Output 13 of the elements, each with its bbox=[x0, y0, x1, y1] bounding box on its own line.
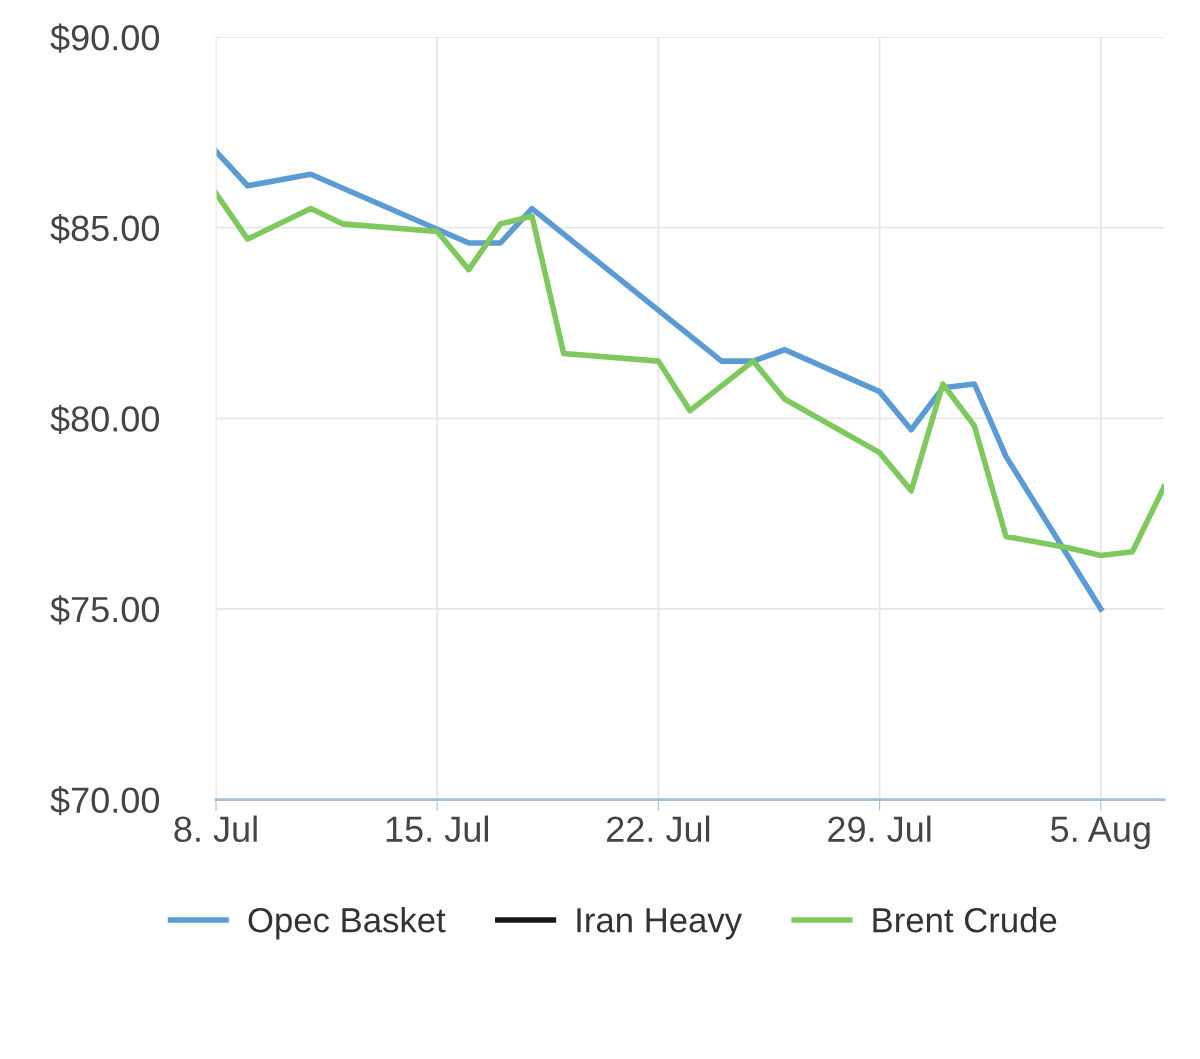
x-tick-label: 15. Jul bbox=[386, 815, 488, 843]
x-tick-label: 22. Jul bbox=[607, 815, 710, 843]
y-tick-label: $90.00 bbox=[50, 23, 160, 53]
y-tick-label: $85.00 bbox=[50, 214, 160, 244]
legend-label: Brent Crude bbox=[873, 907, 1057, 933]
legend-label: Iran Heavy bbox=[577, 908, 743, 940]
y-tick-label: $70.00 bbox=[50, 785, 160, 816]
y-tick-label: $80.00 bbox=[50, 404, 160, 434]
y-tick-label: $75.00 bbox=[50, 595, 160, 625]
x-tick-label: 29. Jul bbox=[828, 815, 931, 843]
x-tick-label: 5. Aug bbox=[1051, 816, 1150, 850]
legend-label: Opec Basket bbox=[248, 907, 446, 940]
x-tick-label: 8. Jul bbox=[174, 815, 257, 843]
